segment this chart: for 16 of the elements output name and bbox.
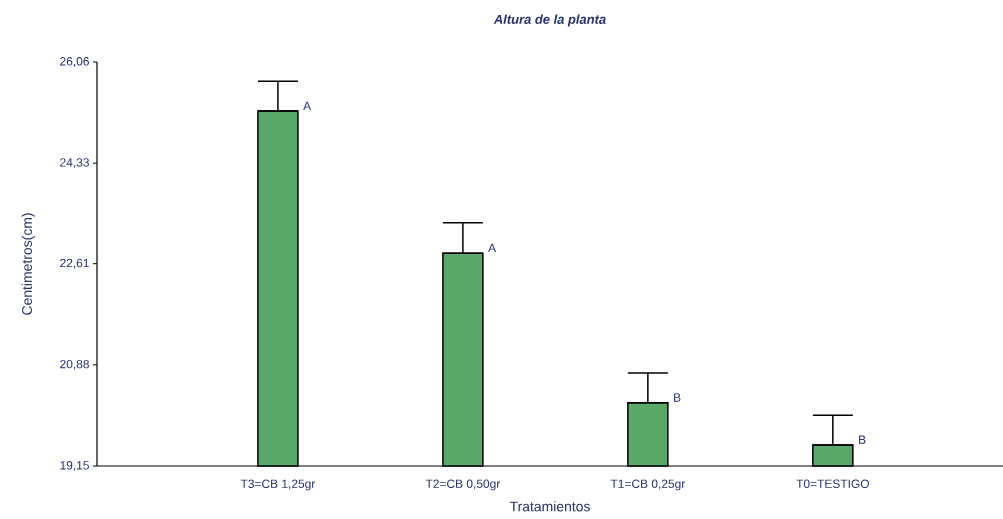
y-tick-label: 24,33 (60, 158, 89, 169)
y-tick-label: 19,15 (60, 461, 89, 471)
x-axis-title: Tratamientos (509, 501, 590, 512)
y-tick-label: 22,61 (60, 258, 89, 269)
x-tick-label: T3=CB 1,25gr (240, 479, 316, 491)
annotation: A (303, 101, 312, 110)
y-tick-label: 26,06 (60, 57, 89, 67)
y-axis-title: Centimetros(cm) (21, 213, 35, 315)
chart-title: Altura de la planta (493, 14, 606, 27)
x-tick-label: T0=TESTIGO (796, 479, 869, 488)
annotation: B (859, 435, 866, 444)
x-tick-label: T1=CB 0,25gr (610, 479, 686, 491)
y-tick-label: 20,88 (60, 359, 89, 370)
x-tick-label: T2=CB 0,50gr (425, 479, 501, 491)
annotation: B (674, 393, 681, 402)
annotation: A (488, 243, 497, 252)
